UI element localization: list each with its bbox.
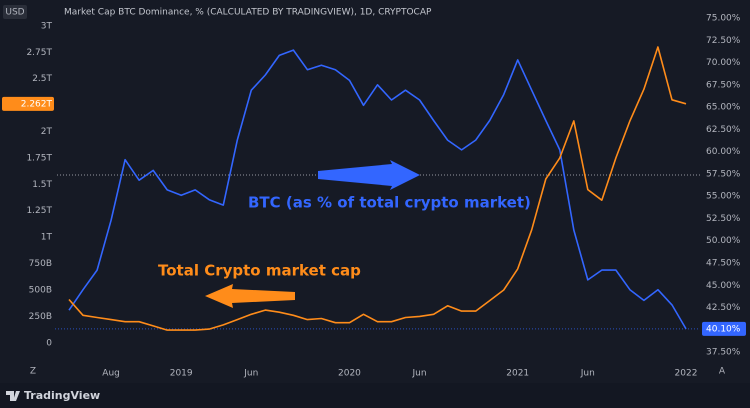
- last-value-label: 40.10%: [706, 324, 741, 334]
- blue-arrow: [318, 160, 420, 190]
- y2-tick-label: 72.50%: [706, 36, 741, 46]
- footer: [0, 383, 750, 408]
- last-value-label: 2.262T: [21, 99, 53, 109]
- x-tick-label: Jun: [580, 369, 595, 379]
- y2-tick-label: 60.00%: [706, 147, 741, 157]
- y-tick-label: 2T: [41, 127, 53, 137]
- y-tick-label: 1.5T: [32, 180, 52, 190]
- y2-tick-label: 52.50%: [706, 214, 741, 224]
- y2-tick-label: 75.00%: [706, 14, 741, 24]
- y2-tick-label: 57.50%: [706, 169, 741, 179]
- y2-tick-label: 70.00%: [706, 58, 741, 68]
- y2-tick-label: 50.00%: [706, 236, 741, 246]
- y-tick-label: 1.25T: [26, 206, 52, 216]
- y2-tick-label: 42.50%: [706, 303, 741, 313]
- y-tick-label: 3T: [41, 21, 53, 31]
- logo-mark: [6, 391, 20, 401]
- logo-text[interactable]: TradingView: [24, 389, 100, 402]
- x-tick-label: 2022: [675, 369, 698, 379]
- y-tick-label: 1.75T: [26, 153, 52, 163]
- x-tick-label: Jun: [243, 369, 258, 379]
- currency-label: USD: [5, 8, 24, 18]
- orange-arrow: [205, 284, 295, 308]
- y-tick-label: 2.5T: [32, 74, 52, 84]
- auto-scale-toggle[interactable]: A: [719, 367, 726, 377]
- y2-tick-label: 67.50%: [706, 80, 741, 90]
- last-value-badge: [702, 321, 746, 336]
- y-tick-label: 250B: [29, 312, 52, 322]
- last-value-badge: [2, 96, 54, 111]
- x-tick-label: Aug: [102, 369, 120, 379]
- x-tick-label: 2020: [338, 369, 361, 379]
- series-line: [68, 49, 687, 330]
- right-axis-panel: [700, 0, 750, 383]
- y-tick-label: 0: [46, 338, 52, 348]
- y-tick-label: 2.75T: [26, 48, 52, 58]
- y2-tick-label: 62.50%: [706, 125, 741, 135]
- x-tick-label: 2019: [170, 369, 193, 379]
- y2-tick-label: 55.00%: [706, 192, 741, 202]
- y-tick-label: 750B: [29, 259, 52, 269]
- y2-tick-label: 37.50%: [706, 348, 741, 358]
- btc-annotation: BTC (as % of total crypto market): [248, 194, 531, 212]
- currency-box: [3, 5, 27, 19]
- y2-tick-label: 47.50%: [706, 258, 741, 268]
- series-line: [68, 46, 687, 331]
- chart-title: Market Cap BTC Dominance, % (CALCULATED …: [64, 8, 432, 18]
- y2-tick-label: 45.00%: [706, 281, 741, 291]
- y-tick-label: 500B: [29, 285, 52, 295]
- x-tick-label: 2021: [506, 369, 529, 379]
- y-tick-label: 1T: [41, 233, 53, 243]
- scale-toggle[interactable]: Z: [30, 367, 36, 377]
- y2-tick-label: 65.00%: [706, 103, 741, 113]
- x-tick-label: Jun: [412, 369, 427, 379]
- market-cap-annotation: Total Crypto market cap: [158, 262, 361, 280]
